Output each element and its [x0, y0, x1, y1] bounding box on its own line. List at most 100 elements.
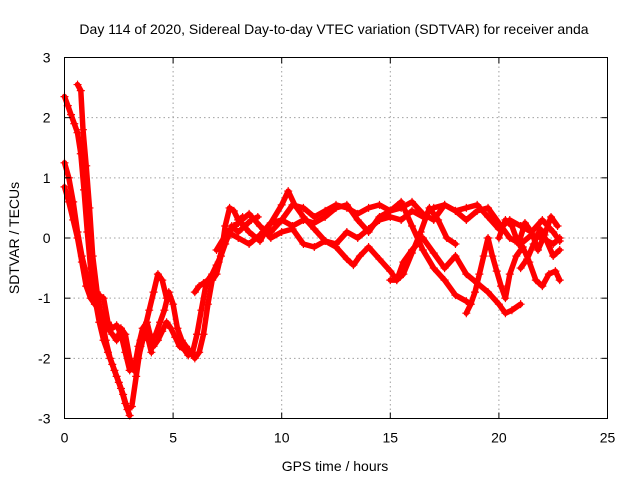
data-point	[121, 348, 130, 357]
data-point	[501, 294, 510, 303]
data-point	[103, 318, 112, 327]
data-point	[110, 366, 119, 375]
data-point	[386, 267, 395, 276]
data-point	[462, 203, 471, 212]
data-point	[147, 348, 156, 357]
data-point	[190, 288, 199, 297]
data-point	[212, 246, 221, 255]
series-track-13	[463, 235, 563, 316]
data-point	[112, 336, 121, 345]
y-tick-label: -3	[38, 411, 51, 427]
data-point	[531, 276, 540, 285]
data-point	[555, 246, 564, 255]
data-point	[507, 306, 516, 315]
y-tick-label: 2	[43, 110, 51, 126]
data-point	[82, 282, 91, 291]
data-point	[484, 212, 493, 221]
data-point	[355, 252, 364, 261]
data-point	[310, 243, 319, 252]
data-point	[488, 252, 497, 261]
data-point	[538, 215, 547, 224]
data-point	[549, 227, 558, 236]
data-point	[266, 227, 275, 236]
data-point	[90, 300, 99, 309]
axis-tick-labels: 0 5 10 15 20 25 -3 -2 -1 0 1 2 3	[38, 50, 615, 446]
data-point	[95, 291, 104, 300]
data-point	[216, 252, 225, 261]
data-point	[553, 221, 562, 230]
data-point	[85, 203, 94, 212]
data-point	[73, 128, 82, 137]
data-point	[140, 324, 149, 333]
data-point	[153, 336, 162, 345]
data-point	[99, 294, 108, 303]
data-point	[106, 354, 115, 363]
y-tick-label: -1	[38, 290, 51, 306]
data-point	[375, 212, 384, 221]
data-point	[549, 252, 558, 261]
data-point	[451, 252, 460, 261]
axis-ticks	[64, 57, 608, 419]
y-tick-label: -2	[38, 350, 51, 366]
data-point	[408, 206, 417, 215]
data-point	[416, 227, 425, 236]
data-point	[86, 294, 95, 303]
data-point	[245, 240, 254, 249]
data-point	[299, 240, 308, 249]
data-point	[130, 366, 139, 375]
data-point	[533, 246, 542, 255]
data-point	[143, 318, 152, 327]
data-point	[364, 203, 373, 212]
data-point	[160, 306, 169, 315]
data-point	[392, 276, 401, 285]
data-point	[223, 227, 232, 236]
data-point	[429, 249, 438, 258]
data-point	[451, 240, 460, 249]
data-point	[134, 342, 143, 351]
data-point	[245, 209, 254, 218]
data-point	[132, 372, 141, 381]
data-point	[255, 237, 264, 246]
data-point	[127, 402, 136, 411]
data-point	[101, 336, 110, 345]
data-point	[484, 288, 493, 297]
data-point	[73, 234, 82, 242]
x-tick-label: 10	[274, 430, 290, 446]
data-point	[514, 240, 523, 249]
data-point	[507, 221, 516, 230]
data-point	[208, 270, 217, 279]
data-point	[112, 321, 121, 330]
data-point	[77, 258, 86, 267]
data-point	[408, 221, 417, 230]
data-point	[225, 203, 234, 212]
data-point	[523, 255, 532, 264]
data-point	[466, 300, 475, 309]
data-point	[529, 240, 538, 249]
y-tick-label: 0	[43, 230, 51, 246]
data-point	[555, 237, 564, 246]
data-point	[184, 351, 193, 360]
x-tick-label: 5	[169, 430, 177, 446]
data-point	[145, 306, 154, 315]
data-point	[516, 264, 525, 273]
data-point	[547, 212, 556, 221]
data-point	[123, 405, 132, 414]
data-point	[462, 270, 471, 279]
data-point	[342, 227, 351, 236]
data-point	[399, 270, 408, 279]
data-point	[332, 203, 340, 212]
data-point	[497, 282, 506, 291]
series-track-14	[496, 214, 561, 253]
data-point	[63, 101, 72, 110]
plot-area	[60, 80, 564, 420]
data-point	[375, 200, 384, 209]
data-point	[536, 224, 545, 233]
data-point	[451, 291, 460, 300]
data-point	[277, 227, 286, 236]
data-point	[158, 327, 167, 336]
y-tick-label: 3	[43, 50, 51, 66]
data-point	[108, 324, 117, 333]
data-point	[462, 309, 471, 318]
data-point	[299, 203, 308, 212]
data-point	[349, 261, 358, 270]
